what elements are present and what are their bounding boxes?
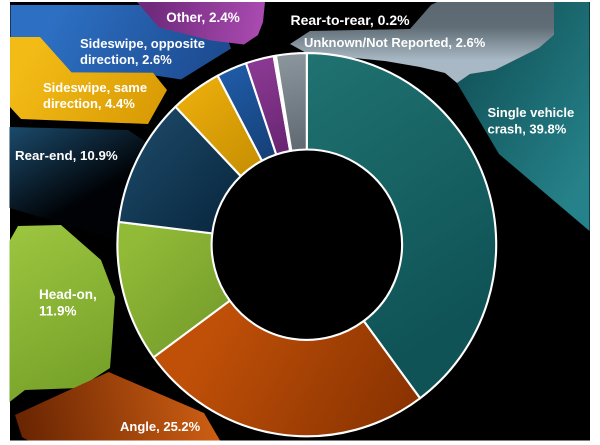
svg-text:Unknown/Not Reported, 2.6%: Unknown/Not Reported, 2.6% (304, 35, 486, 50)
svg-text:11.9%: 11.9% (39, 304, 77, 319)
svg-text:Angle, 25.2%: Angle, 25.2% (120, 419, 201, 434)
svg-text:Rear-end, 10.9%: Rear-end, 10.9% (15, 148, 118, 163)
svg-text:Other, 2.4%: Other, 2.4% (166, 10, 240, 25)
svg-text:Sideswipe, same: Sideswipe, same (43, 80, 147, 95)
svg-text:direction, 2.6%: direction, 2.6% (80, 52, 172, 67)
svg-text:crash, 39.8%: crash, 39.8% (488, 122, 567, 137)
svg-text:direction, 4.4%: direction, 4.4% (43, 96, 135, 111)
svg-text:Rear-to-rear, 0.2%: Rear-to-rear, 0.2% (291, 12, 411, 28)
svg-text:Sideswipe, opposite: Sideswipe, opposite (80, 36, 205, 51)
svg-text:Single vehicle: Single vehicle (488, 105, 575, 120)
svg-text:Head-on,: Head-on, (39, 287, 97, 302)
